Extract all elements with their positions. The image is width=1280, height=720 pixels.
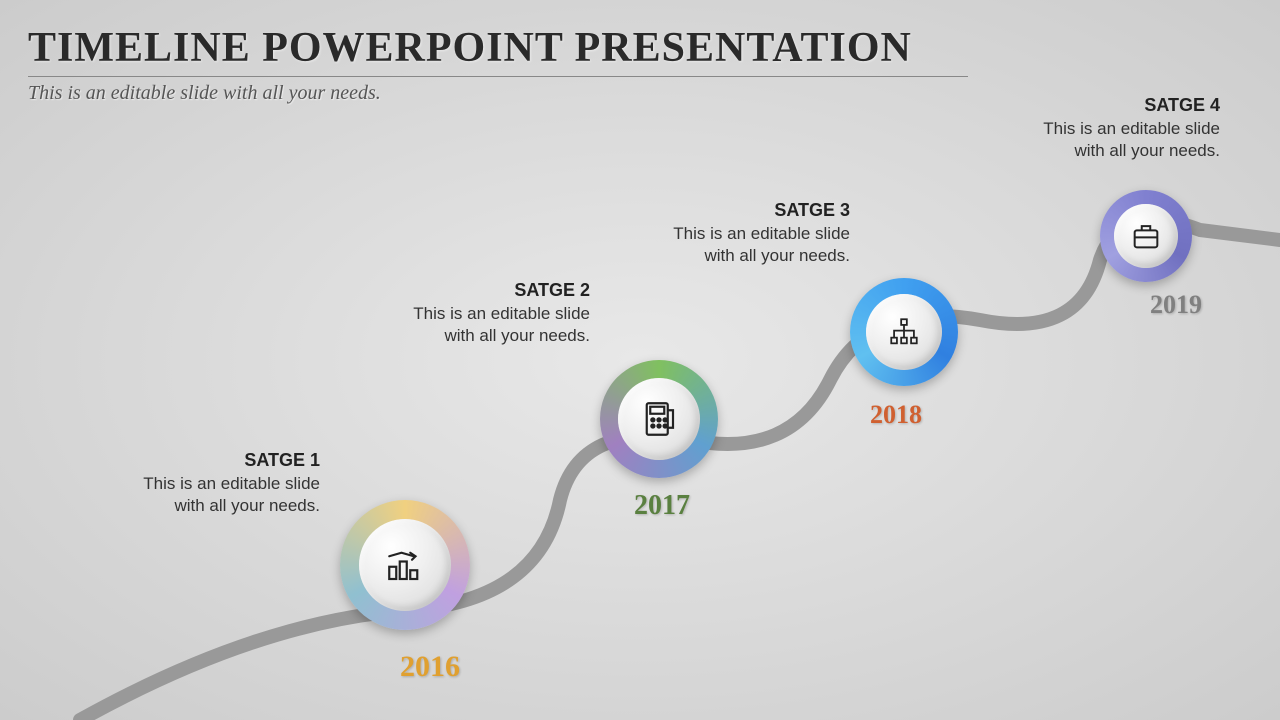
stage-1-text: SATGE 1 This is an editable slide with a… (100, 450, 320, 517)
stage-4-title: SATGE 4 (1000, 95, 1220, 116)
stage-2-text: SATGE 2 This is an editable slide with a… (370, 280, 590, 347)
stage-1-marker (340, 500, 470, 630)
stage-4-text: SATGE 4 This is an editable slide with a… (1000, 95, 1220, 162)
stage-2-year: 2017 (634, 490, 690, 522)
hierarchy-icon (887, 315, 921, 349)
slide-title: TIMELINE POWERPOINT PRESENTATION (28, 24, 968, 77)
calculator-icon (638, 398, 680, 440)
stage-3-marker (850, 278, 958, 386)
stage-4-year: 2019 (1150, 290, 1202, 320)
bar-chart-icon (384, 544, 426, 586)
stage-2-marker (600, 360, 718, 478)
stage-2-desc: This is an editable slide with all your … (370, 303, 590, 347)
stage-2-title: SATGE 2 (370, 280, 590, 301)
stage-3-year: 2018 (870, 400, 922, 430)
briefcase-icon (1129, 219, 1163, 253)
stage-3-desc: This is an editable slide with all your … (630, 223, 850, 267)
stage-4-desc: This is an editable slide with all your … (1000, 118, 1220, 162)
stage-1-title: SATGE 1 (100, 450, 320, 471)
stage-4-marker (1100, 190, 1192, 282)
stage-3-text: SATGE 3 This is an editable slide with a… (630, 200, 850, 267)
stage-3-title: SATGE 3 (630, 200, 850, 221)
slide-subtitle: This is an editable slide with all your … (28, 82, 381, 105)
stage-1-year: 2016 (400, 650, 460, 684)
stage-1-desc: This is an editable slide with all your … (100, 473, 320, 517)
